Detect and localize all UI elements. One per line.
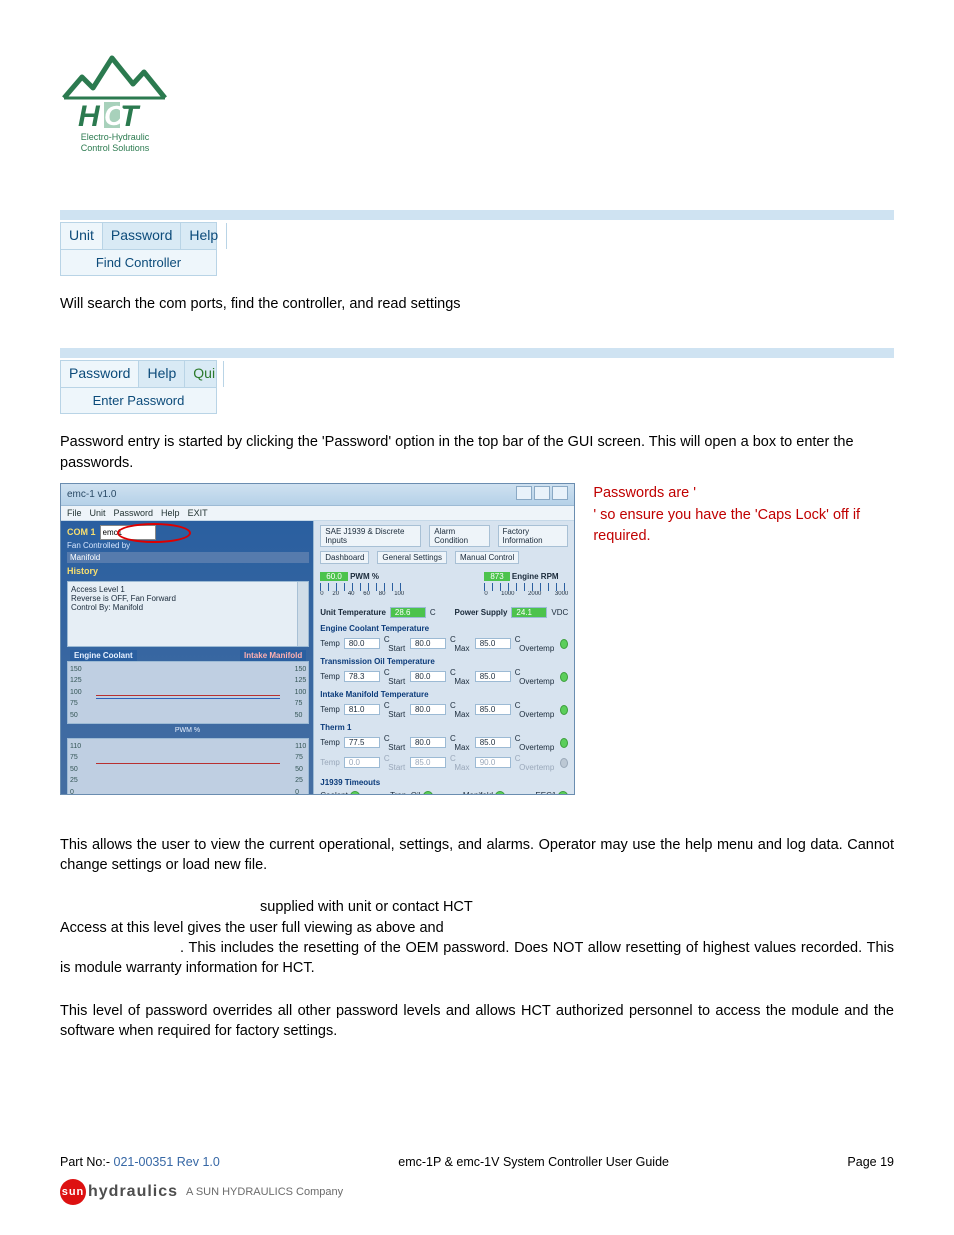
page-number: Page 19	[847, 1155, 894, 1169]
menu-drop-enter-password[interactable]: Enter Password	[60, 388, 217, 414]
app-menu-unit[interactable]: Unit	[90, 508, 106, 518]
temp-row: Temp 80.0 C Start 80.0 C Max 85.0 C Over…	[320, 635, 568, 653]
rpm-value: 873	[484, 572, 509, 581]
app-menu-help[interactable]: Help	[161, 508, 180, 518]
tab-sae[interactable]: SAE J1939 & Discrete Inputs	[320, 525, 421, 547]
menu-drop-find-controller[interactable]: Find Controller	[60, 250, 217, 276]
history-line-3: Control By: Manifold	[71, 603, 305, 612]
tab-factory[interactable]: Factory Information	[498, 525, 569, 547]
part-number: 021-00351 Rev 1.0	[114, 1155, 220, 1169]
menu-item-password[interactable]: Password	[103, 223, 181, 249]
window-buttons[interactable]	[514, 486, 568, 503]
tab-alarm[interactable]: Alarm Condition	[429, 525, 489, 547]
left-panel: COM 1 Fan Controlled by Manifold History…	[61, 521, 313, 795]
svg-text:C: C	[104, 100, 125, 131]
menu-item-unit[interactable]: Unit	[61, 223, 103, 249]
app-title: emc-1 v1.0	[67, 489, 116, 500]
power-val: 24.1	[511, 607, 547, 618]
section-head: Therm 1	[320, 723, 568, 732]
menu-item-quit[interactable]: Qui	[185, 361, 224, 387]
page-footer: Part No:- 021-00351 Rev 1.0 emc-1P & emc…	[60, 1155, 894, 1205]
tab-dashboard[interactable]: Dashboard	[320, 551, 369, 564]
chart-engine-coolant: Engine Coolant Log Data Intake Manifold …	[67, 661, 309, 724]
menu-bar-password: Password Help Qui	[60, 360, 217, 388]
svg-text:Electro-Hydraulic: Electro-Hydraulic	[81, 132, 150, 142]
svg-text:Control Solutions: Control Solutions	[81, 143, 150, 153]
menu-item-help[interactable]: Help	[181, 223, 227, 249]
menu-bar-unit: Unit Password Help	[60, 222, 217, 250]
manifold-label: Manifold	[67, 552, 309, 563]
rpm-gauge: 873 Engine RPM 0100020003000	[484, 572, 568, 597]
temp-row: Temp 77.5 C Start 80.0 C Max 85.0 C Over…	[320, 734, 568, 752]
pwm-label: PWM %	[350, 572, 379, 581]
app-menu-password[interactable]: Password	[114, 508, 154, 518]
app-menu-exit[interactable]: EXIT	[188, 508, 208, 518]
j1939-head: J1939 Timeouts	[320, 778, 568, 787]
menu-item-password-2[interactable]: Password	[61, 361, 139, 387]
history-head: History	[67, 566, 309, 576]
para-access-full: Access at this level gives the user full…	[60, 918, 894, 979]
power-label: Power Supply	[455, 608, 508, 617]
temp-row: Temp 78.3 C Start 80.0 C Max 85.0 C Over…	[320, 668, 568, 686]
rpm-label: Engine RPM	[512, 572, 559, 581]
password-menu-block: Password Help Qui Enter Password	[60, 348, 894, 414]
unit-temp-label: Unit Temperature	[320, 608, 386, 617]
tabs-top: SAE J1939 & Discrete Inputs Alarm Condit…	[320, 525, 568, 547]
tab-manual[interactable]: Manual Control	[455, 551, 519, 564]
pwm-value: 60.0	[320, 572, 348, 581]
temp-row: Temp 81.0 C Start 80.0 C Max 85.0 C Over…	[320, 701, 568, 719]
caps-lock-note: Passwords are ' ' so ensure you have the…	[593, 483, 894, 548]
pwm-gauge: 60.0 PWM % 020406080100	[320, 572, 404, 597]
para-supplied: supplied with unit or contact HCT	[260, 897, 894, 917]
fan-controlled-label: Fan Controlled by	[67, 541, 309, 550]
chart2-title: PWM %	[175, 727, 200, 734]
history-line-1: Access Level 1	[71, 585, 305, 594]
svg-text:H: H	[78, 100, 101, 133]
unit-menu-block: Unit Password Help Find Controller	[60, 210, 894, 276]
tabs-bottom: Dashboard General Settings Manual Contro…	[320, 551, 568, 564]
temp-row: Temp 0.0 C Start 85.0 C Max 90.0 C Overt…	[320, 754, 568, 772]
tab-general[interactable]: General Settings	[377, 551, 447, 564]
app-menu-bar: File Unit Password Help EXIT	[61, 506, 574, 521]
right-panel: SAE J1939 & Discrete Inputs Alarm Condit…	[313, 521, 574, 795]
sun-hydraulics-logo: sun hydraulics A SUN HYDRAULICS Company	[60, 1179, 894, 1205]
menu-item-help-2[interactable]: Help	[139, 361, 185, 387]
com-label: COM 1	[67, 527, 96, 537]
chart-pwm: PWM % 1107550250 1107550250	[67, 738, 309, 795]
chart1-title-right: Intake Manifold	[240, 650, 306, 661]
para-hct-level: This level of password overrides all oth…	[60, 1001, 894, 1042]
para-password-entry: Password entry is started by clicking th…	[60, 432, 894, 473]
section-head: Engine Coolant Temperature	[320, 624, 568, 633]
j1939-row: Coolant Tran. Oil Manifold EEC1	[320, 791, 568, 795]
hct-logo: H T C Electro-Hydraulic Control Solution…	[60, 50, 894, 160]
para-find-controller: Will search the com ports, find the cont…	[60, 294, 894, 314]
app-menu-file[interactable]: File	[67, 508, 82, 518]
footer-title: emc-1P & emc-1V System Controller User G…	[398, 1155, 669, 1169]
history-box: Access Level 1 Reverse is OFF, Fan Forwa…	[67, 581, 309, 647]
chart1-title: Engine Coolant	[70, 650, 137, 661]
app-screenshot: emc-1 v1.0 File Unit Password Help EXIT …	[60, 483, 575, 795]
unit-temp-val: 28.6	[390, 607, 426, 618]
history-line-2: Reverse is OFF, Fan Forward	[71, 594, 305, 603]
section-head: Transmission Oil Temperature	[320, 657, 568, 666]
title-bar: emc-1 v1.0	[61, 484, 574, 506]
para-access-level: This allows the user to view the current…	[60, 835, 894, 876]
search-input[interactable]	[100, 525, 156, 540]
section-head: Intake Manifold Temperature	[320, 690, 568, 699]
